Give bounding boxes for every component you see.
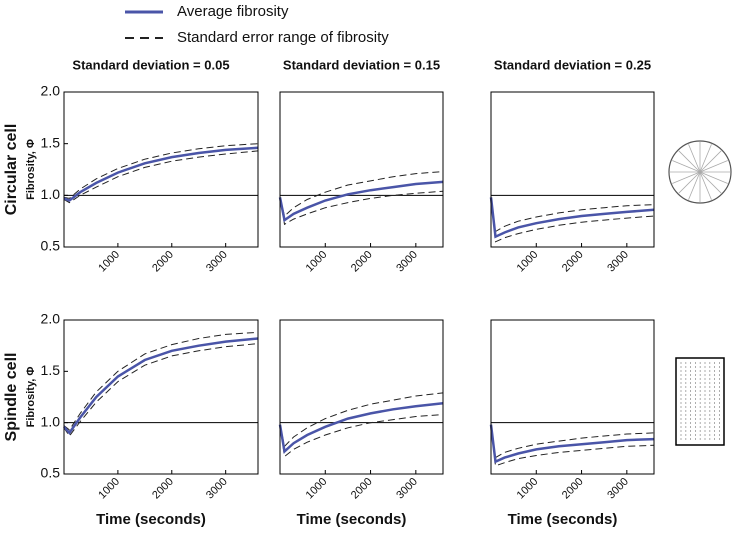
plot-frame [63, 91, 259, 248]
error-line [490, 424, 655, 467]
x-tick-label: 3000 [394, 476, 420, 502]
x-tick-label: 1000 [304, 476, 330, 502]
mean-line [63, 146, 259, 202]
y-tick-label: 2.0 [41, 311, 61, 327]
y-axis-label: Fibrosity, Φ [25, 367, 37, 428]
error-line [63, 331, 259, 431]
x-tick-label: 2000 [560, 249, 586, 275]
x-axis-label: Time (seconds) [96, 511, 206, 528]
icon-spoke [699, 171, 722, 194]
icon-spoke [672, 160, 701, 173]
row-title: Circular cell [3, 124, 20, 216]
icon-spoke [688, 144, 701, 173]
plot-frame [279, 319, 444, 475]
error-line [279, 171, 444, 217]
x-tick-label: 3000 [605, 249, 631, 275]
plot-frame [490, 319, 655, 475]
y-tick-label: 1.5 [41, 362, 61, 378]
error-line [279, 190, 444, 226]
x-tick-label: 2000 [150, 476, 176, 502]
y-axis-label: Fibrosity, Φ [25, 139, 37, 200]
x-tick-label: 1000 [515, 476, 541, 502]
x-tick-label: 1000 [96, 476, 122, 502]
mean-line [278, 180, 444, 223]
error-line [63, 143, 259, 199]
circular-cell-icon [668, 140, 732, 204]
icon-spoke [699, 171, 728, 184]
x-axis-label: Time (seconds) [297, 511, 407, 528]
error-line [490, 424, 655, 459]
x-tick-label: 3000 [394, 249, 420, 275]
legend-label: Average fibrosity [177, 3, 289, 20]
x-tick-label: 2000 [560, 476, 586, 502]
y-tick-label: 0.5 [41, 238, 61, 254]
legend-label: Standard error range of fibrosity [177, 29, 389, 46]
plot-frame [63, 319, 259, 475]
y-tick-label: 1.0 [41, 186, 61, 202]
mean-line [63, 337, 259, 435]
x-tick-label: 2000 [349, 476, 375, 502]
error-line [279, 392, 444, 448]
x-tick-label: 3000 [204, 249, 230, 275]
icon-spoke [699, 150, 722, 173]
error-line [490, 197, 655, 233]
y-tick-label: 1.5 [41, 134, 61, 150]
icon-spoke [699, 171, 712, 200]
icons [668, 140, 732, 446]
mean-line [278, 401, 444, 454]
column-title: Standard deviation = 0.15 [283, 57, 440, 72]
x-tick-label: 1000 [515, 249, 541, 275]
mean-line [489, 197, 655, 239]
error-line [63, 150, 259, 204]
column-title: Standard deviation = 0.05 [72, 57, 229, 72]
x-tick-label: 2000 [349, 249, 375, 275]
x-tick-label: 1000 [304, 249, 330, 275]
error-line [279, 414, 444, 458]
icon-spoke [678, 150, 701, 173]
icon-spoke [678, 171, 701, 194]
icon-spoke [688, 171, 701, 200]
y-tick-label: 0.5 [41, 465, 61, 481]
row-title: Spindle cell [3, 353, 20, 442]
icon-spoke [699, 144, 712, 173]
error-line [63, 343, 259, 437]
x-tick-label: 2000 [150, 249, 176, 275]
mean-line [489, 424, 655, 464]
x-tick-label: 3000 [605, 476, 631, 502]
x-tick-label: 1000 [96, 249, 122, 275]
plot-frame [279, 91, 444, 248]
spindle-cell-lines [680, 362, 720, 441]
icon-spoke [672, 171, 701, 184]
x-tick-label: 3000 [204, 476, 230, 502]
x-axis-label: Time (seconds) [508, 511, 618, 528]
error-line [490, 197, 655, 243]
y-tick-label: 2.0 [41, 83, 61, 99]
icon-spoke [699, 160, 728, 173]
column-title: Standard deviation = 0.25 [494, 57, 651, 72]
plot-frame [490, 91, 655, 248]
y-tick-label: 1.0 [41, 413, 61, 429]
